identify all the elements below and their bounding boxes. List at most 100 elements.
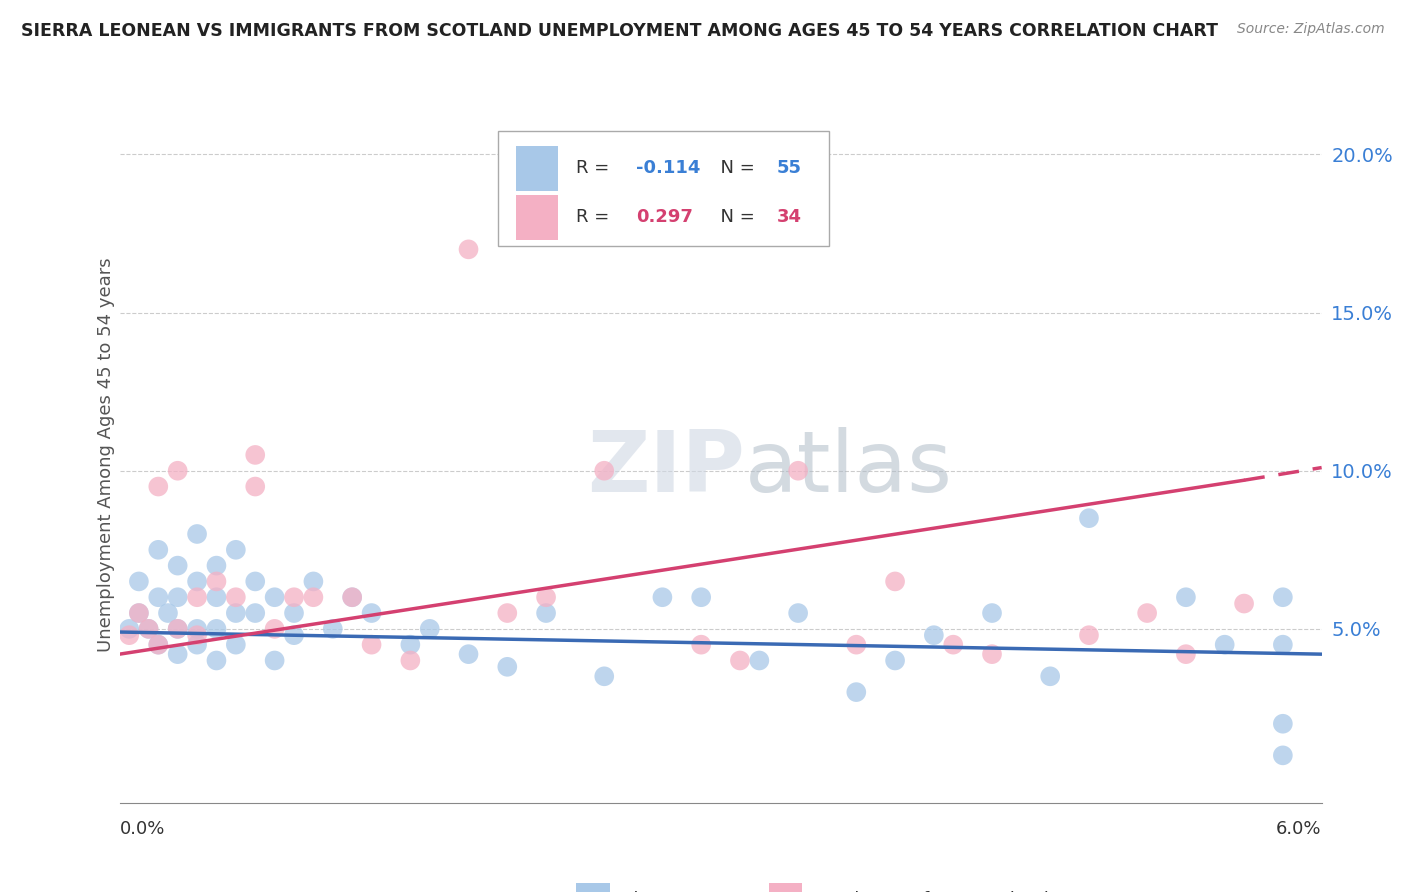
Point [166, 558, 188, 573]
Point [1174, 591, 1197, 605]
Point [748, 653, 770, 667]
Point [787, 606, 810, 620]
Text: 55: 55 [778, 159, 801, 178]
Point [186, 527, 208, 541]
Text: 6.0%: 6.0% [1277, 820, 1322, 838]
Point [148, 542, 170, 557]
Point [263, 653, 285, 667]
Point [245, 606, 267, 620]
FancyBboxPatch shape [769, 883, 803, 892]
Point [166, 622, 188, 636]
Point [205, 558, 228, 573]
Point [283, 606, 305, 620]
Point [496, 660, 519, 674]
Point [205, 574, 228, 589]
Point [186, 574, 208, 589]
Point [245, 479, 267, 493]
Point [593, 464, 616, 478]
Point [263, 622, 285, 636]
Text: ZIP: ZIP [586, 427, 745, 510]
Point [166, 622, 188, 636]
Point [283, 591, 305, 605]
Point [922, 628, 945, 642]
Point [457, 647, 479, 661]
Point [302, 591, 325, 605]
Point [457, 243, 479, 257]
Point [138, 622, 160, 636]
Point [1078, 628, 1101, 642]
Point [283, 628, 305, 642]
Point [263, 591, 285, 605]
Point [225, 591, 247, 605]
Point [360, 638, 382, 652]
Point [186, 638, 208, 652]
Point [981, 647, 1004, 661]
Point [166, 647, 188, 661]
Point [245, 574, 267, 589]
Text: R =: R = [576, 159, 616, 178]
Point [1271, 638, 1294, 652]
Point [845, 638, 868, 652]
Point [118, 622, 141, 636]
Point [845, 685, 868, 699]
Point [166, 591, 188, 605]
Point [225, 606, 247, 620]
Point [225, 542, 247, 557]
Point [981, 606, 1004, 620]
FancyBboxPatch shape [576, 883, 610, 892]
Point [340, 591, 363, 605]
Text: 0.0%: 0.0% [120, 820, 165, 838]
Point [496, 606, 519, 620]
Point [148, 638, 170, 652]
Text: N =: N = [709, 159, 761, 178]
Point [884, 574, 907, 589]
Point [205, 591, 228, 605]
Point [302, 574, 325, 589]
Point [651, 591, 673, 605]
Point [166, 464, 188, 478]
Point [360, 606, 382, 620]
Point [1271, 716, 1294, 731]
Point [205, 653, 228, 667]
Point [156, 606, 179, 620]
Point [419, 622, 441, 636]
Point [322, 622, 344, 636]
Point [690, 638, 713, 652]
Text: -0.114: -0.114 [637, 159, 700, 178]
Text: 0.297: 0.297 [637, 209, 693, 227]
Point [186, 628, 208, 642]
Point [118, 628, 141, 642]
Y-axis label: Unemployment Among Ages 45 to 54 years: Unemployment Among Ages 45 to 54 years [97, 258, 115, 652]
Point [534, 606, 557, 620]
FancyBboxPatch shape [516, 145, 558, 191]
Text: R =: R = [576, 209, 616, 227]
Point [884, 653, 907, 667]
Point [1136, 606, 1159, 620]
Point [1078, 511, 1101, 525]
Text: Source: ZipAtlas.com: Source: ZipAtlas.com [1237, 22, 1385, 37]
Point [128, 574, 150, 589]
Point [340, 591, 363, 605]
Point [1174, 647, 1197, 661]
Point [128, 606, 150, 620]
Text: N =: N = [709, 209, 761, 227]
Point [1233, 597, 1256, 611]
Point [1213, 638, 1236, 652]
Point [399, 653, 422, 667]
Text: atlas: atlas [745, 427, 953, 510]
Point [245, 448, 267, 462]
Text: SIERRA LEONEAN VS IMMIGRANTS FROM SCOTLAND UNEMPLOYMENT AMONG AGES 45 TO 54 YEAR: SIERRA LEONEAN VS IMMIGRANTS FROM SCOTLA… [21, 22, 1218, 40]
Point [138, 622, 160, 636]
Point [148, 479, 170, 493]
FancyBboxPatch shape [516, 194, 558, 240]
Point [690, 591, 713, 605]
Point [225, 638, 247, 652]
Point [148, 638, 170, 652]
Point [186, 591, 208, 605]
Point [205, 622, 228, 636]
Point [1039, 669, 1062, 683]
Point [787, 464, 810, 478]
Point [534, 591, 557, 605]
Point [1271, 748, 1294, 763]
Text: 34: 34 [778, 209, 801, 227]
